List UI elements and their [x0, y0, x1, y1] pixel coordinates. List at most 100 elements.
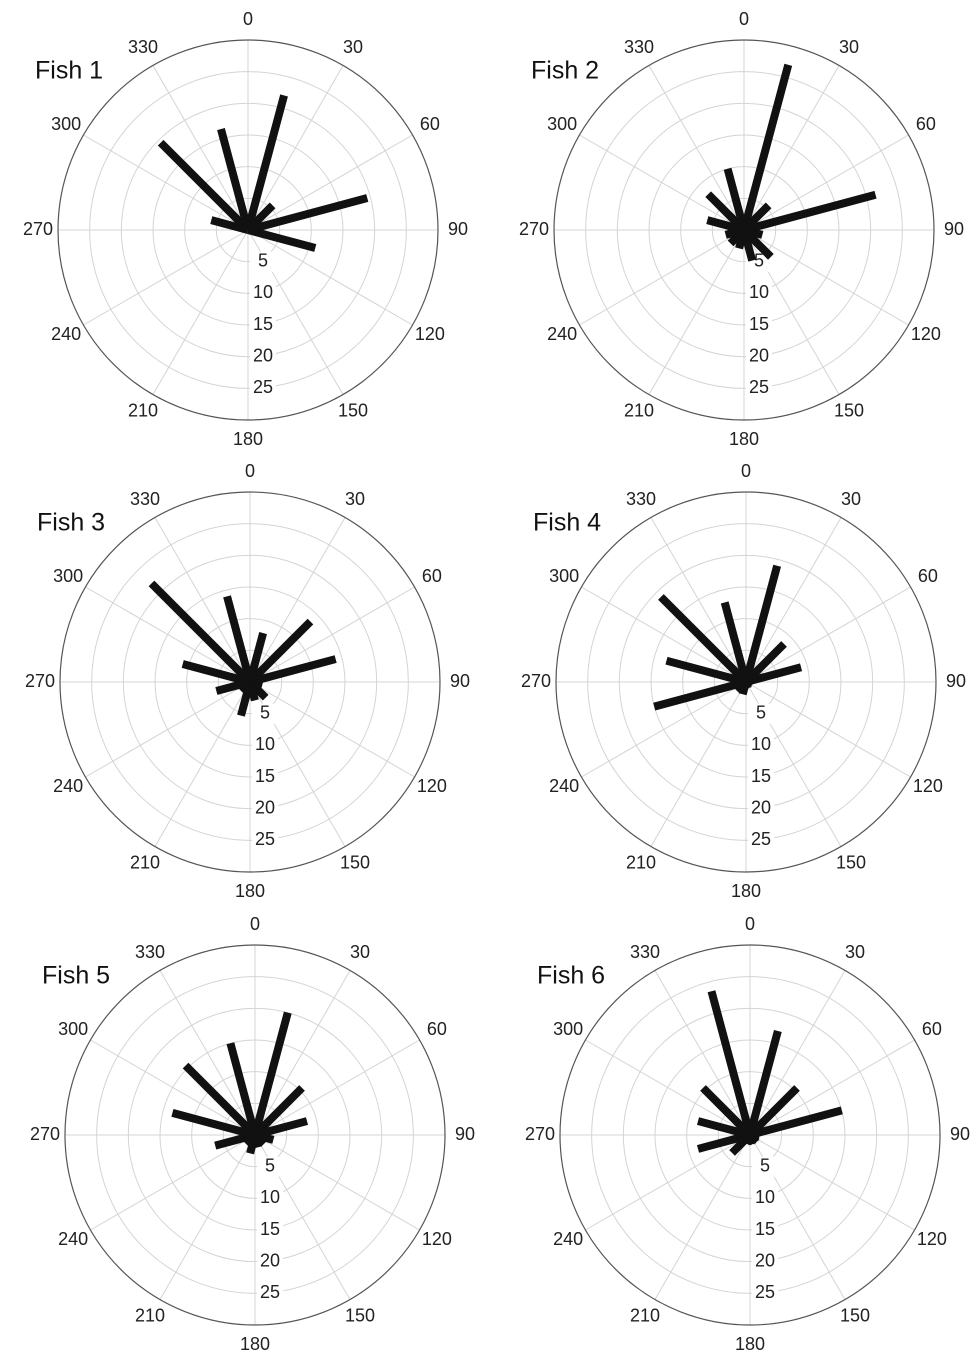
angle-tick-label: 120	[913, 776, 943, 796]
r-label-bg	[257, 1188, 283, 1209]
r-tick-label: 15	[749, 314, 769, 334]
bar	[244, 94, 288, 232]
angle-tick-label: 150	[338, 401, 368, 421]
grid-spoke	[254, 1039, 420, 1136]
angle-tick-label: 300	[58, 1019, 88, 1039]
r-tick-label: 15	[255, 766, 275, 786]
grid-spoke	[152, 229, 249, 395]
angle-tick-label: 180	[735, 1334, 765, 1354]
angle-tick-label: 0	[741, 461, 751, 481]
panel: 5 10 15 20 25 0 30 60 90 120 150 180 210 240 270 300 330…	[30, 914, 475, 1354]
bar	[748, 1106, 843, 1139]
bar	[252, 1085, 305, 1138]
outer-circle	[559, 944, 941, 1326]
r-label-bg	[250, 346, 276, 367]
panel: 5 10 15 20 25 0 30 60 90 120 150 180 210 240 270 300 330…	[25, 461, 470, 901]
r-label-bg	[252, 798, 278, 819]
angle-tick-label: 30	[841, 489, 861, 509]
angle-tick-label: 0	[739, 9, 749, 29]
r-tick-label: 25	[253, 377, 273, 397]
r-label-bg	[252, 767, 278, 787]
chart-title: Fish 5	[42, 962, 110, 990]
angle-tick-label: 0	[745, 914, 755, 934]
angle-tick-label: 270	[521, 671, 551, 691]
r-label-bg	[752, 1156, 778, 1177]
bar	[223, 595, 254, 684]
angle-tick-label: 330	[130, 489, 160, 509]
grid-spoke	[585, 1039, 751, 1136]
r-tick-label: 15	[755, 1219, 775, 1239]
grid-spoke	[654, 970, 751, 1136]
angle-tick-label: 330	[135, 942, 165, 962]
angle-tick-label: 330	[128, 37, 158, 57]
r-tick-label: 15	[260, 1219, 280, 1239]
chart-title: Fish 2	[531, 57, 599, 85]
angle-tick-label: 120	[422, 1229, 452, 1249]
grid-spoke	[154, 681, 251, 847]
r-tick-label: 10	[260, 1187, 280, 1207]
bar	[181, 660, 252, 686]
angle-tick-label: 300	[53, 566, 83, 586]
grid-spoke	[83, 134, 249, 231]
angle-tick-label: 90	[450, 671, 470, 691]
r-label-bg	[257, 1283, 283, 1304]
angle-tick-label: 270	[519, 219, 549, 239]
r-label-bg	[257, 1220, 283, 1240]
r-label-bg	[746, 283, 772, 304]
angle-tick-label: 90	[946, 671, 966, 691]
r-label-bg	[250, 378, 276, 399]
angle-tick-label: 240	[51, 324, 81, 344]
grid-spoke	[159, 1134, 256, 1300]
grid-spoke	[90, 1134, 256, 1231]
grid-spoke	[579, 134, 745, 231]
angle-tick-label: 300	[51, 114, 81, 134]
r-tick-label: 20	[749, 345, 769, 365]
bar	[247, 618, 314, 685]
grid-spoke	[749, 970, 846, 1136]
angle-tick-label: 180	[240, 1334, 270, 1354]
angle-tick-label: 270	[23, 219, 53, 239]
bar	[658, 594, 749, 685]
r-tick-label: 10	[255, 734, 275, 754]
r-tick-label: 20	[260, 1250, 280, 1270]
angle-tick-label: 120	[415, 324, 445, 344]
grid-spoke	[745, 586, 911, 683]
r-tick-label: 25	[260, 1282, 280, 1302]
angle-tick-label: 60	[420, 114, 440, 134]
angle-tick-label: 60	[918, 566, 938, 586]
angle-tick-label: 180	[729, 429, 759, 449]
outer-circle	[555, 491, 937, 873]
r-label-bg	[252, 703, 278, 724]
bar	[744, 663, 803, 686]
grid-spoke	[743, 65, 840, 231]
angle-tick-label: 150	[834, 401, 864, 421]
angle-tick-label: 120	[911, 324, 941, 344]
grid-spoke	[579, 229, 745, 326]
bar	[696, 1131, 752, 1153]
r-label-bg	[748, 767, 774, 787]
r-tick-label: 15	[253, 314, 273, 334]
grid-spoke	[743, 229, 909, 326]
chart-title: Fish 4	[533, 509, 601, 537]
angle-tick-label: 300	[553, 1019, 583, 1039]
r-tick-label: 20	[755, 1250, 775, 1270]
outer-circle	[553, 39, 935, 421]
angle-tick-label: 300	[549, 566, 579, 586]
angle-tick-label: 330	[626, 489, 656, 509]
grid-spoke	[749, 1039, 915, 1136]
bar	[746, 1029, 782, 1137]
grid-spoke	[249, 586, 415, 683]
grid-spoke	[254, 1134, 420, 1231]
outer-circle	[64, 944, 446, 1326]
grid-spoke	[650, 681, 747, 847]
bar	[248, 655, 337, 686]
bar	[743, 641, 787, 685]
grid-spoke	[581, 586, 747, 683]
r-label-bg	[250, 251, 276, 272]
r-label-bg	[257, 1251, 283, 1272]
bar	[226, 1042, 259, 1137]
bar	[705, 191, 747, 233]
r-tick-label: 15	[751, 766, 771, 786]
bar	[742, 564, 782, 684]
